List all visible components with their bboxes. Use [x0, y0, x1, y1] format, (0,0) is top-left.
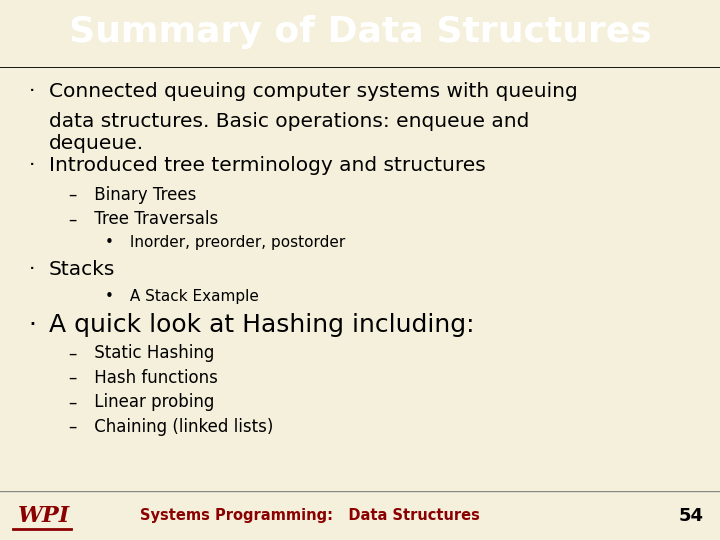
Text: –: –: [68, 186, 77, 204]
Text: –: –: [68, 211, 77, 228]
Text: •: •: [104, 235, 113, 250]
Text: ·: ·: [29, 313, 37, 336]
Text: dequeue.: dequeue.: [49, 134, 144, 153]
Text: –: –: [68, 418, 77, 436]
Text: Connected queuing computer systems with queuing: Connected queuing computer systems with …: [49, 82, 577, 102]
Text: WPI: WPI: [18, 505, 70, 527]
Text: Chaining (linked lists): Chaining (linked lists): [89, 418, 273, 436]
Text: Static Hashing: Static Hashing: [89, 345, 214, 362]
Text: ·: ·: [29, 156, 35, 175]
Text: •: •: [104, 289, 113, 304]
Text: data structures. Basic operations: enqueue and: data structures. Basic operations: enque…: [49, 112, 529, 131]
Text: A Stack Example: A Stack Example: [125, 289, 258, 304]
Text: ·: ·: [29, 82, 35, 102]
Text: Inorder, preorder, postorder: Inorder, preorder, postorder: [125, 235, 345, 250]
Text: –: –: [68, 394, 77, 411]
Text: Stacks: Stacks: [49, 260, 115, 279]
Text: Summary of Data Structures: Summary of Data Structures: [68, 16, 652, 49]
Text: Tree Traversals: Tree Traversals: [89, 211, 218, 228]
Text: Linear probing: Linear probing: [89, 394, 214, 411]
Text: 54: 54: [679, 507, 703, 525]
Text: ·: ·: [29, 260, 35, 279]
Text: Introduced tree terminology and structures: Introduced tree terminology and structur…: [49, 156, 486, 175]
Text: –: –: [68, 369, 77, 387]
Text: Hash functions: Hash functions: [89, 369, 217, 387]
Text: –: –: [68, 345, 77, 362]
Text: Binary Trees: Binary Trees: [89, 186, 196, 204]
Text: A quick look at Hashing including:: A quick look at Hashing including:: [49, 313, 474, 336]
Text: Systems Programming:   Data Structures: Systems Programming: Data Structures: [140, 508, 480, 523]
